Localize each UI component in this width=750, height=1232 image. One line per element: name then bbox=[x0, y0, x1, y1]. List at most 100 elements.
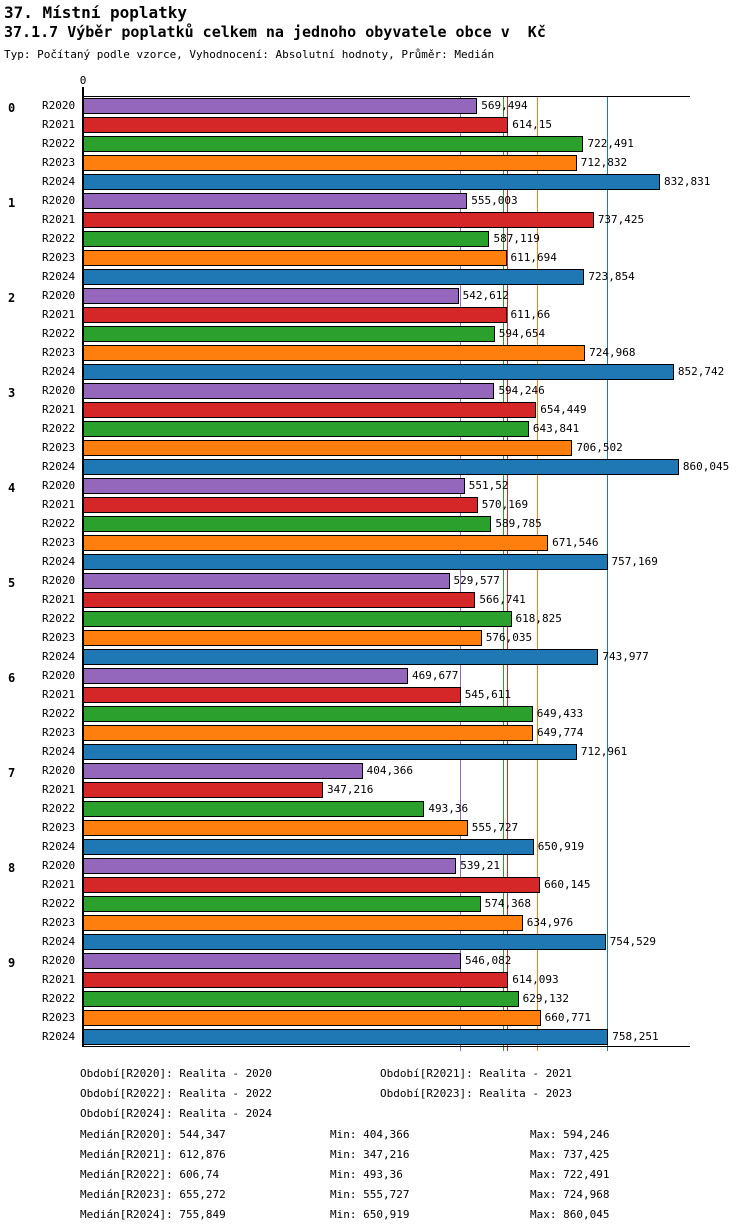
bar-4-r2024 bbox=[82, 554, 608, 570]
bar-2-r2022 bbox=[82, 326, 495, 342]
bar-value-5-r2022: 618,825 bbox=[515, 612, 562, 625]
row-label-1-r2022: R2022 bbox=[42, 232, 76, 245]
bar-5-r2021 bbox=[82, 592, 476, 608]
median-stat: Medián[R2024]: 755,849 bbox=[80, 1208, 226, 1221]
bar-value-8-r2023: 634,976 bbox=[526, 916, 574, 929]
median-line-r2020 bbox=[459, 96, 461, 1051]
page-meta: Typ: Počítaný podle vzorce, Vyhodnocení:… bbox=[4, 48, 495, 61]
row-label-2-r2020: R2020 bbox=[42, 289, 76, 302]
bar-1-r2024 bbox=[82, 269, 585, 285]
bar-9-r2024 bbox=[82, 1029, 609, 1045]
row-label-5-r2020: R2020 bbox=[42, 574, 76, 587]
row-label-0-r2020: R2020 bbox=[42, 99, 76, 112]
bar-8-r2020 bbox=[82, 858, 457, 874]
bar-2-r2020 bbox=[82, 288, 459, 304]
row-label-1-r2024: R2024 bbox=[42, 270, 76, 283]
row-label-3-r2023: R2023 bbox=[42, 441, 76, 454]
row-label-0-r2023: R2023 bbox=[42, 156, 76, 169]
bar-8-r2023 bbox=[82, 915, 523, 931]
bar-value-0-r2022: 722,491 bbox=[587, 137, 634, 150]
group-label-9: 9 bbox=[8, 955, 16, 970]
row-label-8-r2024: R2024 bbox=[42, 935, 76, 948]
bar-5-r2022 bbox=[82, 611, 512, 627]
bar-8-r2021 bbox=[82, 877, 541, 893]
row-label-1-r2023: R2023 bbox=[42, 251, 76, 264]
bar-value-6-r2021: 545,611 bbox=[464, 688, 512, 701]
bar-3-r2024 bbox=[82, 459, 679, 475]
bar-value-8-r2020: 539,21 bbox=[460, 859, 500, 872]
row-label-5-r2024: R2024 bbox=[42, 650, 76, 663]
row-label-4-r2021: R2021 bbox=[42, 498, 76, 511]
bar-value-1-r2022: 587,119 bbox=[493, 232, 540, 245]
x-axis-top-line bbox=[82, 96, 690, 97]
bar-3-r2020 bbox=[82, 383, 495, 399]
bar-value-6-r2024: 712,961 bbox=[580, 745, 628, 758]
row-label-9-r2022: R2022 bbox=[42, 992, 76, 1005]
bar-value-2-r2020: 542,612 bbox=[462, 289, 509, 302]
max-stat: Max: 594,246 bbox=[530, 1128, 610, 1141]
group-label-2: 2 bbox=[8, 290, 16, 305]
bar-value-5-r2020: 529,577 bbox=[453, 574, 500, 587]
row-label-4-r2024: R2024 bbox=[42, 555, 76, 568]
group-label-5: 5 bbox=[8, 575, 16, 590]
bar-value-0-r2023: 712,832 bbox=[580, 156, 628, 169]
bar-value-3-r2021: 654,449 bbox=[540, 403, 587, 416]
group-label-0: 0 bbox=[8, 100, 16, 115]
bar-value-5-r2023: 576,035 bbox=[485, 631, 533, 644]
bar-value-2-r2023: 724,968 bbox=[589, 346, 636, 359]
median-stat: Medián[R2023]: 655,272 bbox=[80, 1188, 226, 1201]
bar-value-7-r2024: 650,919 bbox=[537, 840, 585, 853]
row-label-9-r2024: R2024 bbox=[42, 1030, 76, 1043]
median-line-r2022 bbox=[503, 96, 505, 1051]
min-stat: Min: 347,216 bbox=[330, 1148, 410, 1161]
group-label-4: 4 bbox=[8, 480, 16, 495]
x-axis-bottom-line bbox=[82, 1046, 690, 1047]
bar-7-r2024 bbox=[82, 839, 534, 855]
row-label-8-r2022: R2022 bbox=[42, 897, 76, 910]
bar-value-2-r2024: 852,742 bbox=[677, 365, 725, 378]
row-label-2-r2022: R2022 bbox=[42, 327, 76, 340]
row-label-9-r2021: R2021 bbox=[42, 973, 76, 986]
bar-3-r2022 bbox=[82, 421, 529, 437]
median-line-r2021 bbox=[507, 96, 509, 1051]
bar-value-4-r2024: 757,169 bbox=[611, 555, 658, 568]
bar-9-r2021 bbox=[82, 972, 509, 988]
row-label-2-r2021: R2021 bbox=[42, 308, 76, 321]
row-label-7-r2024: R2024 bbox=[42, 840, 76, 853]
row-label-4-r2020: R2020 bbox=[42, 479, 76, 492]
row-label-7-r2022: R2022 bbox=[42, 802, 76, 815]
row-label-5-r2023: R2023 bbox=[42, 631, 76, 644]
bar-6-r2024 bbox=[82, 744, 577, 760]
bar-value-2-r2021: 611,66 bbox=[510, 308, 551, 321]
bar-4-r2022 bbox=[82, 516, 492, 532]
bar-value-0-r2020: 569,494 bbox=[481, 99, 528, 112]
bar-value-9-r2022: 629,132 bbox=[522, 992, 570, 1005]
bar-5-r2024 bbox=[82, 649, 599, 665]
group-label-8: 8 bbox=[8, 860, 16, 875]
bar-value-4-r2020: 551,52 bbox=[468, 479, 509, 492]
bar-value-3-r2024: 860,045 bbox=[682, 460, 730, 473]
bar-0-r2022 bbox=[82, 136, 584, 152]
bar-9-r2020 bbox=[82, 953, 462, 969]
legend-item: Období[R2021]: Realita - 2021 bbox=[380, 1067, 573, 1080]
row-label-2-r2024: R2024 bbox=[42, 365, 76, 378]
bar-8-r2022 bbox=[82, 896, 481, 912]
max-stat: Max: 722,491 bbox=[530, 1168, 610, 1181]
bar-1-r2023 bbox=[82, 250, 507, 266]
bar-2-r2023 bbox=[82, 345, 586, 361]
y-axis-line bbox=[82, 87, 84, 1047]
row-label-2-r2023: R2023 bbox=[42, 346, 76, 359]
row-label-3-r2022: R2022 bbox=[42, 422, 76, 435]
bar-value-4-r2022: 589,785 bbox=[495, 517, 542, 530]
row-label-8-r2020: R2020 bbox=[42, 859, 76, 872]
median-line-r2023 bbox=[536, 96, 538, 1051]
bar-1-r2021 bbox=[82, 212, 594, 228]
bar-value-1-r2023: 611,694 bbox=[510, 251, 557, 264]
median-stat: Medián[R2021]: 612,876 bbox=[80, 1148, 226, 1161]
bar-2-r2024 bbox=[82, 364, 674, 380]
bar-value-5-r2024: 743,977 bbox=[602, 650, 649, 663]
min-stat: Min: 404,366 bbox=[330, 1128, 410, 1141]
min-stat: Min: 650,919 bbox=[330, 1208, 410, 1221]
row-label-1-r2020: R2020 bbox=[42, 194, 76, 207]
